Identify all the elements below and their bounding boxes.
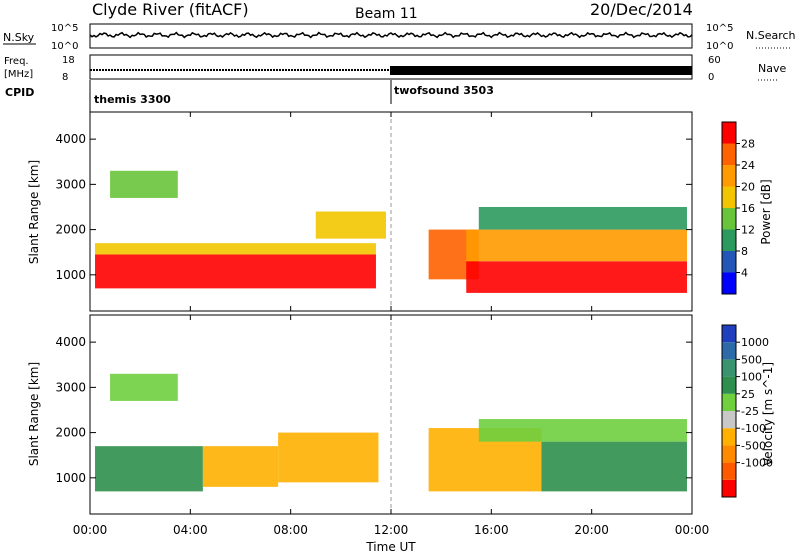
colorbar-segment: [722, 445, 736, 463]
colorbar-segment: [722, 186, 736, 208]
x-axis: 00:00 04:00 08:00 12:00 16:00 20:00 00:00: [73, 112, 710, 537]
cpid-segment-1: themis 3300: [94, 93, 171, 106]
frequency-panel: Freq. [MHz] 18 8 60 0 Nave: [4, 54, 786, 83]
data-band: [478, 419, 687, 442]
beam-title: Beam 11: [355, 6, 418, 22]
data-band: [478, 206, 687, 230]
power-panel: 1000 2000 3000 4000 Slant Range [km] 4 8 12 16…: [27, 111, 773, 312]
colorbar-tick-label: 1000: [741, 336, 769, 349]
data-band: [315, 211, 386, 239]
data-band: [110, 170, 178, 198]
x-tick-label: 00:00: [73, 523, 108, 537]
date-title: 20/Dec/2014: [590, 0, 693, 19]
colorbar-segment: [722, 143, 736, 165]
velocity-colorbar-title: Velocity [m s^-1]: [761, 362, 775, 466]
y-tick-label: 2000: [55, 426, 86, 440]
noise-series: [89, 31, 693, 39]
colorbar-segment: [722, 325, 736, 343]
nave-tick-top: 60: [708, 55, 721, 66]
nave-tick-bottom: 0: [708, 72, 714, 83]
colorbar-tick-label: -500: [741, 439, 766, 452]
data-band: [95, 446, 203, 492]
data-band: [202, 446, 279, 487]
x-tick-label: 08:00: [273, 523, 308, 537]
data-band: [466, 229, 687, 262]
data-band: [278, 432, 379, 483]
colorbar-tick-label: 4: [741, 267, 748, 280]
colorbar-segment: [722, 229, 736, 251]
cpid-segment-2: twofsound 3503: [394, 84, 494, 97]
power-colorbar-title: Power [dB]: [759, 179, 773, 244]
y-tick-label: 4000: [55, 132, 86, 146]
colorbar-tick-label: 25: [741, 388, 755, 401]
colorbar-tick-label: 24: [741, 159, 755, 172]
power-data: [95, 170, 687, 293]
colorbar-segment: [722, 462, 736, 480]
noise-left-tick-top: 10^5: [51, 23, 78, 34]
data-band: [466, 261, 687, 293]
colorbar-segment: [722, 376, 736, 394]
colorbar-segment: [722, 479, 736, 497]
colorbar-tick-label: -100: [741, 422, 766, 435]
y-tick-label: 3000: [55, 380, 86, 394]
colorbar-tick-label: 16: [741, 202, 755, 215]
colorbar-tick-label: 20: [741, 181, 755, 194]
noise-left-label: N.Sky: [3, 31, 35, 44]
noise-right-tick-top: 10^5: [706, 23, 733, 34]
nave-series: [390, 66, 692, 75]
colorbar-tick-label: -1000: [741, 457, 773, 470]
colorbar-segment: [722, 272, 736, 294]
y-tick-label: 1000: [55, 268, 86, 282]
noise-panel: N.Sky 10^5 10^0 10^5 10^0 N.Search: [3, 23, 796, 52]
power-ylabel: Slant Range [km]: [27, 160, 41, 264]
freq-tick-top: 18: [62, 55, 75, 66]
cpid-row: CPID themis 3300 twofsound 3503: [5, 80, 494, 112]
x-tick-label: 04:00: [173, 523, 208, 537]
colorbar-tick-label: 12: [741, 224, 755, 237]
colorbar-segment: [722, 208, 736, 230]
colorbar-segment: [722, 122, 736, 144]
velocity-colorbar: 1000 500 100 25 -25 -100 -500 -1000: [721, 324, 773, 498]
freq-label-2: [MHz]: [4, 69, 33, 80]
y-tick-label: 4000: [55, 335, 86, 349]
y-tick-label: 3000: [55, 177, 86, 191]
station-title: Clyde River (fitACF): [92, 0, 249, 19]
x-tick-label: 16:00: [474, 523, 509, 537]
colorbar-segment: [722, 411, 736, 429]
power-colorbar: 4 8 12 16 20 24 28: [721, 121, 755, 295]
colorbar-segment: [722, 359, 736, 377]
data-band: [95, 243, 376, 255]
colorbar-tick-label: -25: [741, 405, 759, 418]
freq-tick-bottom: 8: [62, 72, 68, 83]
nave-label: Nave: [758, 62, 786, 75]
colorbar-segment: [722, 428, 736, 446]
freq-label-1: Freq.: [4, 56, 29, 67]
y-tick-label: 2000: [55, 223, 86, 237]
velocity-ylabel: Slant Range [km]: [27, 362, 41, 466]
x-tick-label: 20:00: [574, 523, 609, 537]
noise-right-tick-bottom: 10^0: [706, 41, 733, 52]
noise-left-tick-bottom: 10^0: [51, 41, 78, 52]
x-tick-label: 00:00: [675, 523, 710, 537]
colorbar-segment: [722, 393, 736, 411]
colorbar-tick-label: 8: [741, 245, 748, 258]
cpid-label: CPID: [5, 86, 34, 99]
colorbar-segment: [722, 342, 736, 360]
data-band: [110, 373, 178, 401]
x-axis-label: Time UT: [365, 540, 416, 554]
velocity-panel: 1000 2000 3000 4000 Slant Range [km] 1000 50…: [27, 314, 775, 515]
colorbar-tick-label: 500: [741, 353, 762, 366]
data-band: [95, 254, 376, 289]
x-tick-label: 12:00: [374, 523, 409, 537]
data-band: [541, 441, 687, 492]
velocity-data: [95, 373, 687, 492]
colorbar-tick-label: 100: [741, 371, 762, 384]
colorbar-segment: [722, 251, 736, 273]
noise-right-label: N.Search: [746, 29, 796, 42]
y-tick-label: 1000: [55, 471, 86, 485]
colorbar-segment: [722, 165, 736, 187]
colorbar-tick-label: 28: [741, 138, 755, 151]
